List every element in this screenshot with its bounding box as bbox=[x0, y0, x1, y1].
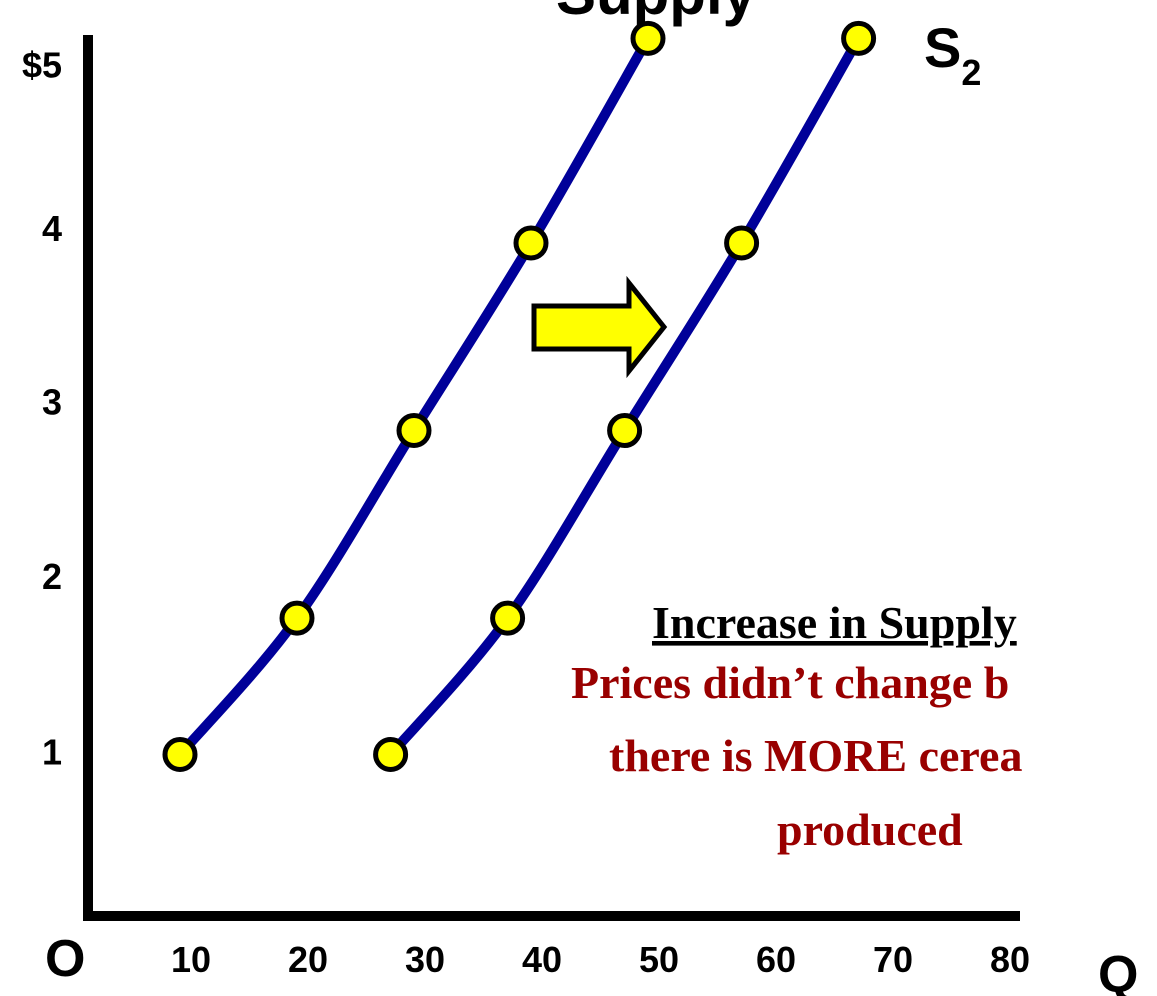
s2-label: S2 bbox=[924, 16, 981, 93]
data-point-marker bbox=[490, 600, 526, 636]
data-point-marker bbox=[607, 413, 643, 449]
chart-title: Supply bbox=[556, 0, 757, 27]
y-tick-label: 1 bbox=[42, 732, 62, 773]
data-point-marker bbox=[841, 20, 877, 56]
annotation-line-1: Prices didn’t change b bbox=[571, 657, 1009, 708]
x-tick-label: 30 bbox=[405, 939, 445, 980]
data-point-marker bbox=[630, 20, 666, 56]
data-point-marker bbox=[279, 600, 315, 636]
data-points bbox=[162, 20, 877, 772]
x-tick-label: 20 bbox=[288, 939, 328, 980]
x-tick-label: 60 bbox=[756, 939, 796, 980]
data-point-marker bbox=[373, 737, 409, 772]
shift-right-arrow-icon bbox=[531, 275, 668, 379]
x-tick-label: 80 bbox=[990, 939, 1030, 980]
supply-curve-1 bbox=[175, 33, 653, 760]
x-tick-label: 10 bbox=[171, 939, 211, 980]
x-tick-label: 40 bbox=[522, 939, 562, 980]
s2-label-sub: 2 bbox=[961, 52, 981, 93]
x-axis-label: Q bbox=[1098, 946, 1138, 996]
y-tick-labels: 1 2 3 $5 4 bbox=[22, 45, 62, 773]
annotation-line-2: there is MORE cerea bbox=[609, 730, 1022, 781]
y-tick-label: 2 bbox=[42, 556, 62, 597]
data-point-marker bbox=[396, 413, 432, 449]
y-tick-label: $5 bbox=[22, 45, 62, 86]
x-tick-labels: 10 20 30 40 50 60 70 80 bbox=[171, 939, 1030, 980]
x-tick-label: 50 bbox=[639, 939, 679, 980]
x-tick-label: 70 bbox=[873, 939, 913, 980]
s2-label-main: S bbox=[924, 16, 961, 79]
annotation-heading: Increase in Supply bbox=[652, 597, 1017, 648]
data-point-marker bbox=[724, 225, 760, 261]
y-tick-label: 3 bbox=[42, 382, 62, 423]
annotation-line-3: produced bbox=[777, 804, 963, 855]
data-point-marker bbox=[513, 225, 549, 261]
origin-label: O bbox=[45, 930, 85, 988]
data-point-marker bbox=[162, 737, 198, 772]
y-tick-label: 4 bbox=[42, 208, 62, 249]
